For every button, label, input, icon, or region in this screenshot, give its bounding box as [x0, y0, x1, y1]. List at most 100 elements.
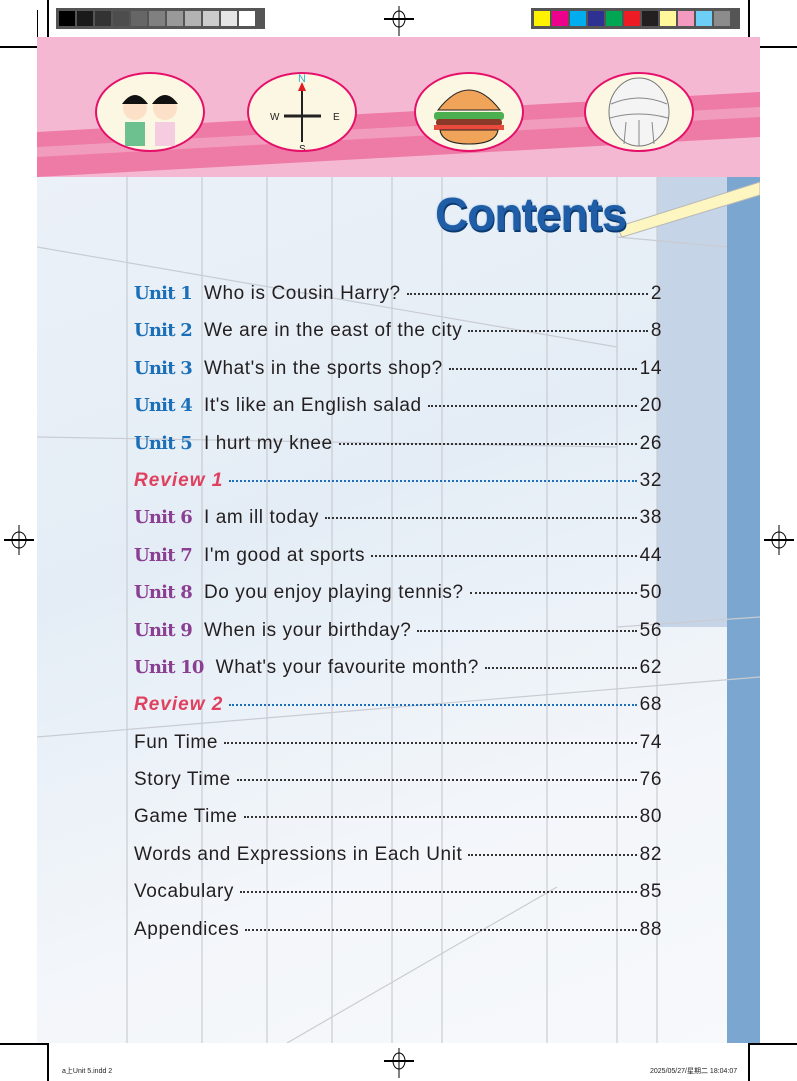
- compass-south-label: S: [299, 144, 306, 150]
- page-number: 26: [639, 432, 662, 454]
- toc-entry[interactable]: Appendices 88: [134, 919, 662, 956]
- page-number: 56: [639, 619, 662, 641]
- color-swatch: [696, 11, 712, 26]
- dot-leader: [229, 704, 637, 707]
- dot-leader: [417, 629, 637, 632]
- color-swatch: [149, 11, 165, 26]
- crop-mark: [0, 46, 49, 48]
- toc-entry[interactable]: Unit 6 I am ill today 38: [134, 507, 662, 544]
- page-number: 32: [639, 469, 662, 491]
- entry-title: I'm good at sports: [203, 544, 366, 566]
- toc-entry[interactable]: Story Time 76: [134, 769, 662, 806]
- unit-label: Unit 2: [134, 320, 193, 342]
- entry-title: What's your favourite month?: [215, 656, 479, 678]
- toc-entry[interactable]: Unit 10 What's your favourite month? 62: [134, 657, 662, 694]
- page-number: 85: [639, 881, 662, 903]
- review-label: Review 2: [134, 694, 224, 716]
- entry-title: Fun Time: [134, 731, 218, 753]
- compass-north-label: N: [298, 74, 306, 85]
- dot-leader: [427, 405, 637, 408]
- color-swatch: [660, 11, 676, 26]
- entry-title: Story Time: [134, 769, 231, 791]
- page-number: 62: [639, 656, 662, 678]
- dot-leader: [469, 592, 637, 595]
- color-swatch: [185, 11, 201, 26]
- color-swatch: [95, 11, 111, 26]
- toc-entry[interactable]: Unit 5 I hurt my knee 26: [134, 433, 662, 470]
- crop-mark: [0, 1043, 49, 1045]
- page-number: 76: [639, 769, 662, 791]
- entry-title: It's like an English salad: [203, 395, 422, 417]
- entry-title: When is your birthday?: [203, 619, 412, 641]
- toc-entry[interactable]: Game Time 80: [134, 806, 662, 843]
- dot-leader: [468, 330, 648, 333]
- toc-entry[interactable]: Unit 1 Who is Cousin Harry? 2: [134, 283, 662, 320]
- dot-leader: [406, 293, 648, 295]
- page-number: 88: [639, 918, 662, 940]
- crop-mark: [748, 1043, 750, 1081]
- color-swatch: [714, 11, 730, 26]
- color-swatch: [606, 11, 622, 26]
- color-swatch: [131, 11, 147, 26]
- entry-title: Do you enjoy playing tennis?: [203, 582, 464, 604]
- entry-title: I am ill today: [203, 507, 319, 529]
- toc-entry[interactable]: Review 2 68: [134, 694, 662, 731]
- unit-label: Unit 1: [134, 283, 193, 304]
- toc-entry[interactable]: Unit 7 I'm good at sports 44: [134, 545, 662, 582]
- color-swatch: [203, 11, 219, 26]
- toc-entry[interactable]: Unit 3 What's in the sports shop? 14: [134, 358, 662, 395]
- page-number: 74: [639, 731, 662, 753]
- gray-color-bar: [56, 8, 265, 29]
- entry-title: Vocabulary: [134, 881, 235, 903]
- toc-entry[interactable]: Unit 9 When is your birthday? 56: [134, 620, 662, 657]
- dot-leader: [245, 928, 637, 931]
- dot-leader: [243, 816, 637, 819]
- dot-leader: [325, 517, 637, 520]
- color-swatch: [570, 11, 586, 26]
- volleyball-icon: [584, 72, 694, 152]
- page-number: 80: [639, 806, 662, 828]
- registration-mark-icon: [384, 1048, 414, 1078]
- registration-mark-icon: [4, 525, 34, 555]
- dot-leader: [371, 554, 637, 557]
- unit-label: Unit 9: [134, 619, 193, 641]
- toc-entry[interactable]: Unit 4 It's like an English salad 20: [134, 395, 662, 432]
- color-swatch: [624, 11, 640, 26]
- color-swatch: [642, 11, 658, 26]
- unit-label: Unit 8: [134, 582, 193, 604]
- toc-entry[interactable]: Fun Time 74: [134, 732, 662, 769]
- crop-mark: [47, 0, 49, 46]
- unit-label: Unit 10: [134, 656, 204, 678]
- hamburger-icon: [414, 72, 524, 152]
- toc-entry[interactable]: Vocabulary 85: [134, 881, 662, 918]
- table-of-contents: Unit 1 Who is Cousin Harry? 2 Unit 2 We are …: [134, 283, 662, 956]
- color-swatch: [167, 11, 183, 26]
- entry-title: Appendices: [134, 918, 240, 940]
- toc-entry[interactable]: Unit 2 We are in the east of the city 8: [134, 320, 662, 357]
- dot-leader: [236, 779, 637, 782]
- page-number: 8: [650, 320, 662, 342]
- color-swatch: [221, 11, 237, 26]
- entry-title: We are in the east of the city: [203, 320, 463, 342]
- color-swatch: [588, 11, 604, 26]
- color-swatch: [678, 11, 694, 26]
- children-icon: [95, 72, 205, 152]
- page-number: 38: [639, 507, 662, 529]
- color-swatch: [534, 11, 550, 26]
- page-number: 50: [639, 582, 662, 604]
- color-swatch: [239, 11, 255, 26]
- page-title: Contents: [435, 188, 627, 240]
- dot-leader: [240, 891, 637, 894]
- room-background: [37, 107, 760, 1043]
- dot-leader: [338, 442, 637, 445]
- page-number: 2: [650, 283, 662, 304]
- crop-mark: [37, 10, 38, 37]
- color-swatch: [77, 11, 93, 26]
- color-swatch: [59, 11, 75, 26]
- toc-entry[interactable]: Unit 8 Do you enjoy playing tennis? 50: [134, 582, 662, 619]
- unit-label: Unit 3: [134, 357, 193, 379]
- page-number: 82: [639, 843, 662, 865]
- compass-west-label: W: [270, 112, 280, 123]
- toc-entry[interactable]: Words and Expressions in Each Unit 82: [134, 844, 662, 881]
- toc-entry[interactable]: Review 1 32: [134, 470, 662, 507]
